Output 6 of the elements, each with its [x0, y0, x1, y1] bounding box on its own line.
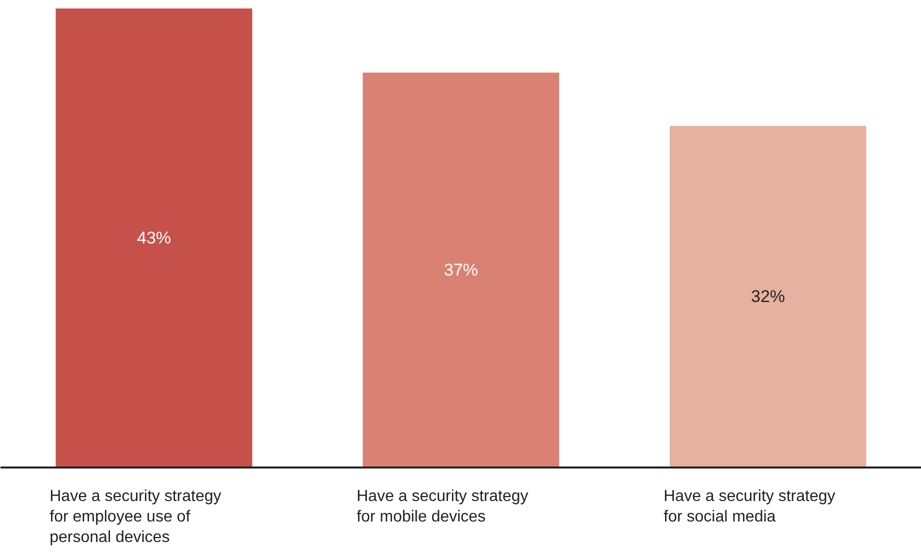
- data-label: 37%: [444, 260, 478, 280]
- data-label: 32%: [750, 287, 786, 306]
- x-tick-label: Have a security strategy for employee use of personal devices: [50, 488, 222, 546]
- x-tick-label: Have a security strategy for social media: [664, 488, 836, 526]
- x-tick-label: Have a security strategy for mobile devices: [356, 488, 528, 526]
- data-label: 43%: [136, 228, 172, 248]
